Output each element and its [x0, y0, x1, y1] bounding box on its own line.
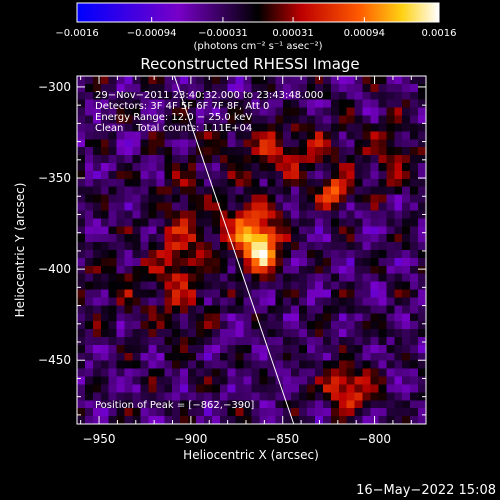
y-tick-label: −300: [38, 80, 71, 94]
info-line-time: 29−Nov−2011 23:40:32.000 to 23:43:48.000: [95, 90, 323, 101]
colorbar-frame: [76, 2, 440, 23]
x-tick-label: −800: [358, 432, 391, 446]
y-tick-label: −400: [38, 262, 71, 276]
colorbar-tick-label: −0.0016: [55, 28, 98, 39]
x-tick-label: −950: [83, 432, 116, 446]
heatmap-image: [77, 76, 426, 424]
plot-frame: [76, 75, 427, 425]
colorbar-unit-label: (photons cm⁻² s⁻¹ asec⁻²): [193, 41, 322, 52]
y-tick-label: −450: [38, 353, 71, 367]
generation-timestamp: 16−May−2022 15:08: [356, 483, 496, 498]
colorbar-tick-label: −0.00094: [127, 28, 177, 39]
y-axis-label: Heliocentric Y (arcsec): [13, 183, 27, 318]
colorbar-gradient: [77, 3, 439, 22]
colorbar-tick-label: 0.00094: [344, 28, 385, 39]
colorbar-ticks: −0.0016 −0.00094 −0.00031 0.00031 0.00094 0.0…: [55, 17, 457, 39]
info-line-counts: Clean Total counts: 1.11E+04: [95, 123, 252, 134]
colorbar-tick-label: 0.0016: [422, 28, 457, 39]
observation-info: 29−Nov−2011 23:40:32.000 to 23:43:48.000…: [95, 90, 323, 134]
colorbar-tick-label: −0.00031: [198, 28, 248, 39]
chart-title: Reconstructed RHESSI Image: [140, 55, 359, 73]
colorbar-tick-label: 0.00031: [272, 28, 313, 39]
info-line-detectors: Detectors: 3F 4F 5F 6F 7F 8F, Att 0: [95, 101, 269, 112]
plot-area: −950 −900 −850 −800 −300 −350 −400 −450: [38, 75, 427, 446]
colorbar: −0.0016 −0.00094 −0.00031 0.00031 0.00094 0.0…: [55, 2, 457, 52]
x-axis-label: Heliocentric X (arcsec): [183, 448, 319, 462]
x-tick-label: −900: [174, 432, 207, 446]
info-line-energy: Energy Range: 12.0 − 25.0 keV: [95, 112, 252, 123]
x-tick-label: −850: [266, 432, 299, 446]
axis-ticks: −950 −900 −850 −800 −300 −350 −400 −450: [38, 76, 426, 446]
peak-position-label: Position of Peak = [−862,−390]: [95, 400, 254, 411]
y-tick-label: −350: [38, 171, 71, 185]
solar-limb-line: [173, 76, 295, 424]
